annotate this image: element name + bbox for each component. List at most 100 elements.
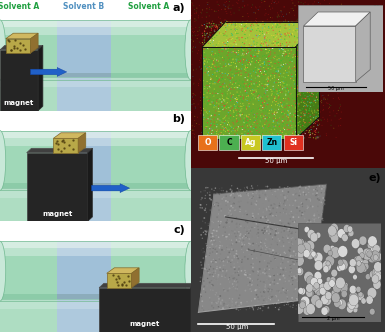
Point	[213, 23, 219, 28]
Point	[318, 286, 325, 291]
Point	[211, 136, 217, 141]
Circle shape	[353, 275, 357, 280]
Point	[220, 47, 226, 52]
Point	[264, 50, 270, 56]
Point	[263, 96, 270, 102]
Point	[254, 128, 260, 133]
Point	[194, 6, 200, 11]
Point	[236, 295, 242, 301]
Circle shape	[296, 247, 305, 258]
Point	[217, 98, 223, 103]
Point	[297, 88, 303, 93]
Point	[278, 290, 284, 296]
Point	[244, 235, 250, 240]
Point	[314, 55, 320, 60]
Point	[318, 269, 325, 275]
Point	[245, 93, 251, 98]
Point	[233, 207, 239, 212]
Point	[255, 67, 261, 72]
Point	[200, 128, 206, 134]
Point	[253, 73, 259, 79]
Point	[285, 233, 291, 238]
Point	[253, 89, 259, 94]
Point	[312, 75, 318, 80]
Circle shape	[300, 288, 306, 295]
Point	[301, 96, 307, 101]
Point	[241, 120, 247, 125]
Point	[246, 230, 252, 236]
Point	[228, 67, 234, 72]
Point	[274, 22, 280, 27]
Circle shape	[305, 240, 315, 252]
Point	[286, 47, 292, 53]
Point	[313, 81, 319, 87]
Point	[266, 108, 273, 113]
Point	[232, 81, 238, 86]
Point	[220, 57, 226, 63]
Point	[296, 300, 302, 306]
Point	[233, 22, 239, 27]
Point	[334, 34, 340, 39]
Point	[221, 263, 227, 268]
Point	[239, 48, 246, 53]
Point	[212, 292, 218, 297]
Circle shape	[315, 287, 322, 295]
Point	[243, 70, 249, 75]
Point	[228, 115, 234, 121]
Point	[223, 37, 229, 42]
Point	[305, 56, 311, 61]
Point	[261, 45, 267, 50]
Point	[318, 16, 324, 22]
Point	[261, 225, 268, 231]
Point	[192, 118, 198, 123]
Point	[295, 76, 301, 82]
Polygon shape	[356, 12, 370, 82]
Point	[308, 24, 314, 29]
Point	[244, 44, 251, 50]
Point	[208, 36, 214, 41]
Point	[205, 223, 211, 228]
Point	[239, 107, 246, 112]
Point	[269, 19, 275, 25]
Point	[298, 93, 304, 99]
Point	[241, 233, 247, 239]
Point	[247, 118, 253, 123]
Point	[240, 101, 246, 107]
Point	[212, 35, 218, 40]
Point	[243, 65, 249, 70]
Point	[296, 185, 302, 190]
Point	[241, 225, 248, 230]
Point	[299, 67, 305, 72]
Point	[250, 269, 256, 274]
Circle shape	[294, 238, 303, 249]
Point	[259, 65, 266, 70]
Point	[210, 100, 216, 106]
Point	[253, 16, 259, 21]
Point	[231, 278, 237, 283]
Point	[221, 18, 227, 23]
Point	[310, 48, 316, 53]
Point	[258, 127, 264, 133]
Point	[250, 241, 256, 246]
Point	[303, 102, 309, 107]
Point	[306, 128, 313, 133]
Point	[253, 202, 259, 208]
Point	[223, 29, 229, 35]
Point	[309, 219, 315, 225]
Point	[281, 27, 287, 32]
Point	[233, 84, 239, 90]
Point	[256, 93, 263, 98]
Point	[250, 92, 256, 97]
Point	[219, 37, 225, 42]
Point	[289, 128, 295, 133]
Point	[263, 11, 269, 16]
Point	[222, 229, 228, 235]
Point	[318, 241, 324, 246]
Point	[325, 96, 331, 102]
Point	[338, 109, 344, 115]
Point	[335, 47, 341, 53]
Point	[244, 191, 250, 196]
Point	[196, 40, 203, 45]
Point	[270, 98, 276, 104]
Point	[290, 62, 296, 68]
